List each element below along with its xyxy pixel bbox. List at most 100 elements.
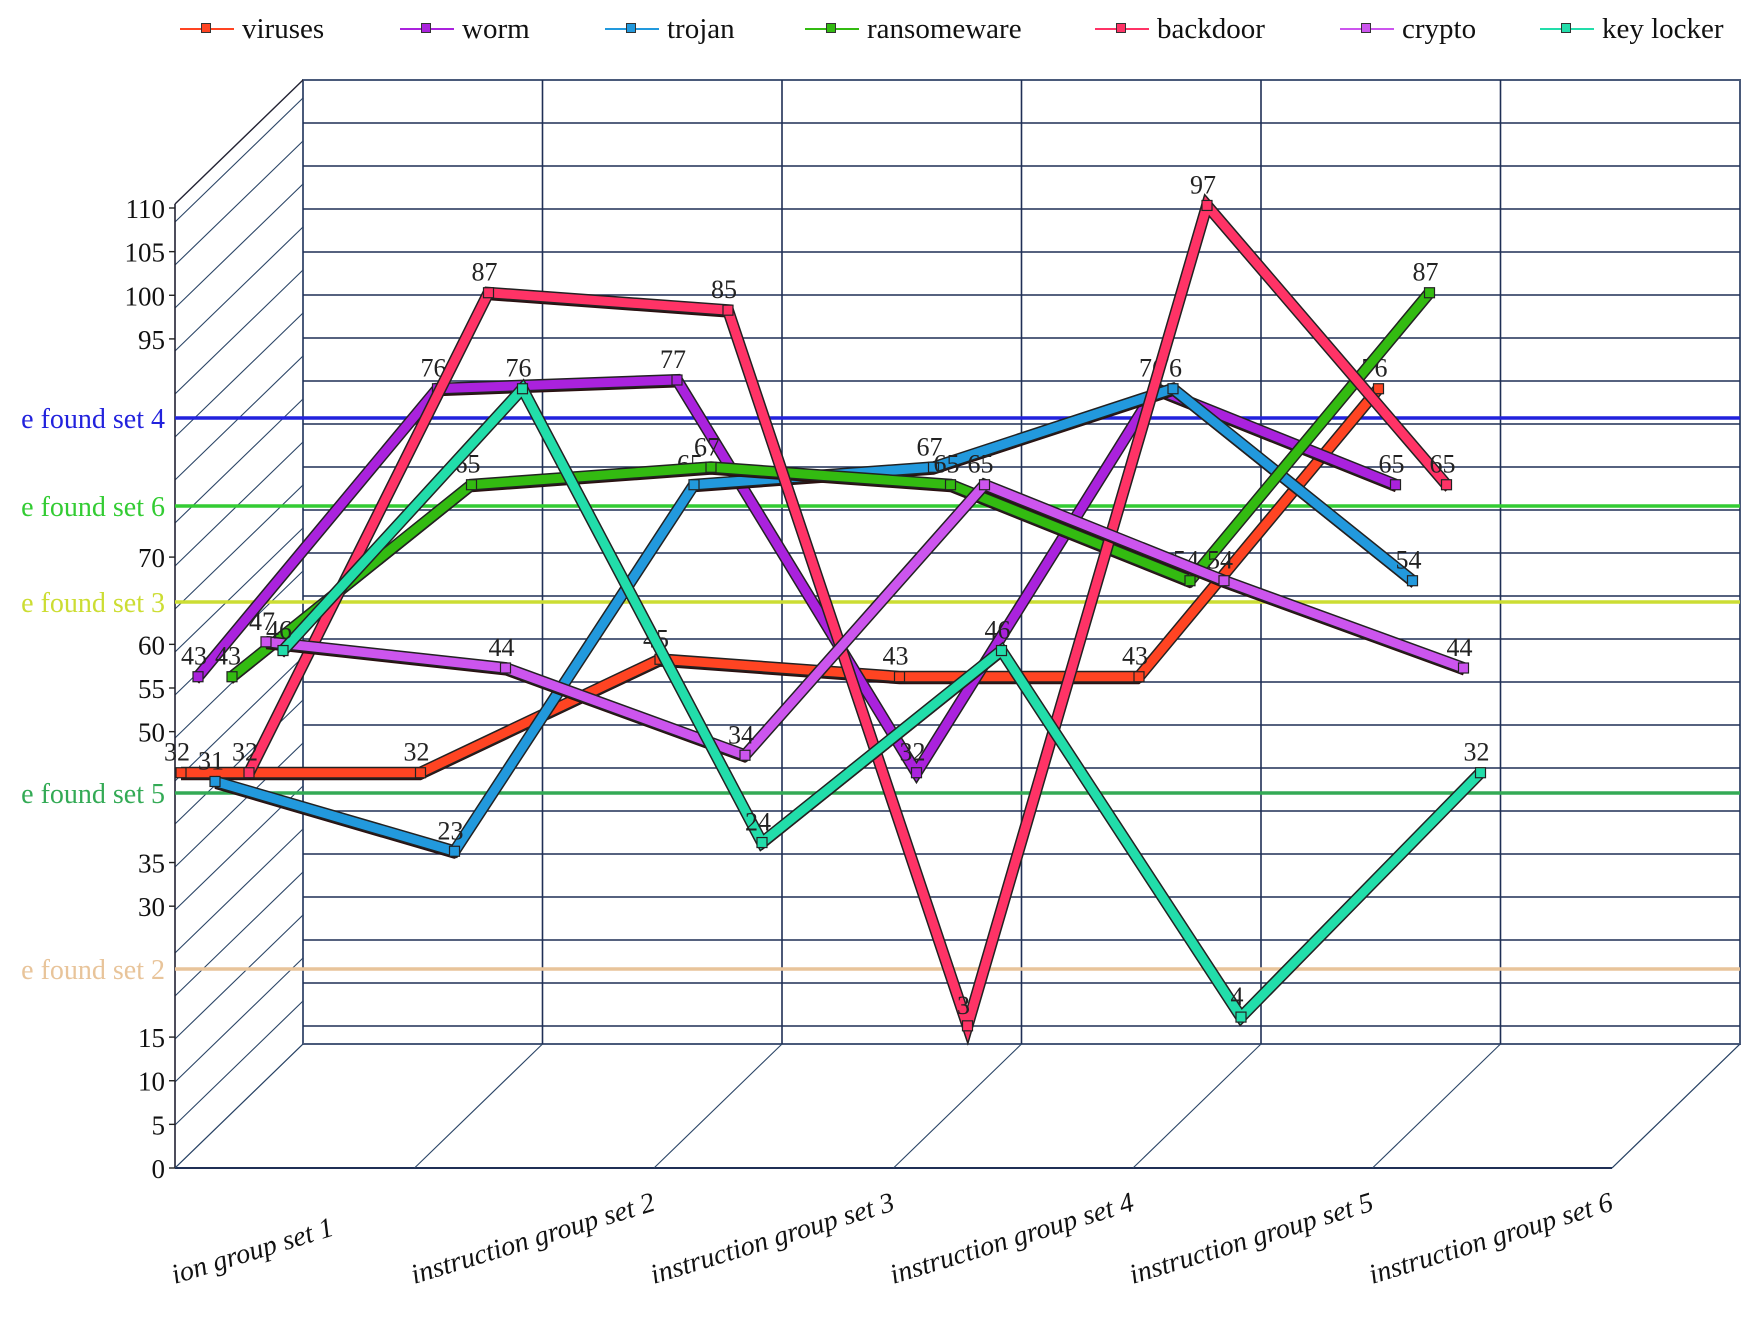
series-backdoor: 32 87 85 3 97 65 [232,170,1456,1046]
legend-swatch [400,19,454,39]
data-label: 46 [266,616,292,645]
series-line [181,385,1382,778]
legend-label: viruses [242,12,325,45]
series-crypto: 47 44 34 65 54 44 [249,450,1473,763]
y-tick-label: 110 [126,194,166,224]
legend-swatch [605,19,659,39]
y-tick-label: 50 [138,718,165,748]
data-point [243,767,255,779]
y-tick-label: 0 [152,1154,166,1184]
y-tick-label: 100 [125,281,166,311]
y-tick-label: 60 [138,630,165,660]
legend-label: worm [462,12,530,45]
series-line [229,289,1433,681]
data-label: 67 [694,432,720,461]
data-point [192,671,204,683]
data-point [499,662,512,674]
data-label: 31 [198,746,224,775]
data-point [944,479,957,491]
data-point [978,479,991,491]
x-axis: ion group set 1 instruction group set 2in… [168,1187,1617,1291]
x-tick-label: instruction group set 6 [1365,1187,1616,1291]
data-point [688,479,700,491]
data-point [1184,575,1196,587]
x-tick-label: instruction group set 5 [1126,1187,1377,1291]
series-line [244,196,1450,1041]
legend-label: key locker [1602,12,1724,45]
legend-item: backdoor [1095,6,1265,52]
data-point [226,671,238,683]
legend-label: ransomeware [867,12,1022,45]
legend-swatch [180,19,234,39]
y-tick-label: 35 [138,849,165,879]
data-label: 23 [438,816,464,845]
data-label: 3 [957,991,970,1020]
data-point [995,644,1008,657]
legend-label: trojan [667,12,735,45]
legend-item: key locker [1540,6,1724,52]
legend-swatch [805,19,859,39]
data-label: 54 [1207,546,1233,575]
data-label: 44 [1447,633,1473,662]
data-label: 85 [711,275,737,304]
data-label: 4 [1231,982,1244,1011]
legend-swatch [1095,19,1149,39]
legend: viruses worm trojan ransomeware backdoor cryp… [0,6,1750,52]
y-tick-label: 10 [138,1067,165,1097]
reference-line-label: e found set 6 [21,492,165,523]
data-point [1218,575,1230,587]
reference-line-label: e found set 4 [21,404,165,435]
data-point [516,383,529,395]
data-point [1133,671,1145,683]
data-point [927,461,940,473]
data-point [260,636,272,648]
data-label: 43 [883,642,909,671]
data-point [1406,575,1419,587]
data-label: 65 [934,450,960,479]
data-point [1201,199,1213,212]
data-point [1235,1011,1247,1023]
legend-item: crypto [1340,6,1476,52]
series-line-outline [243,193,1452,1046]
data-point [448,845,461,857]
data-point [671,374,683,386]
data-label: 32 [900,738,926,767]
legend-swatch [1340,19,1394,39]
x-tick-label: instruction group set 4 [886,1187,1137,1291]
series-line-outline [213,382,1417,859]
data-point [175,767,187,779]
data-label: 76 [506,354,532,383]
data-point [705,461,717,473]
legend-label: crypto [1402,12,1477,45]
data-point [1474,767,1487,779]
data-point [1457,662,1470,674]
data-point [961,1020,974,1032]
legend-item: trojan [605,6,735,52]
reference-line-label: e found set 2 [21,955,165,986]
data-point [910,767,923,779]
series-line [279,380,1484,1025]
y-tick-label: 105 [125,238,166,268]
data-point [893,671,906,683]
data-point [1372,383,1385,395]
legend-item: viruses [180,6,324,52]
data-label: 65 [968,450,994,479]
y-axis: 0 5 10 15 30 35 50 55 60 70 95 100 105 110 [125,194,175,1184]
data-label: 54 [1396,546,1422,575]
y-tick-label: 95 [138,325,165,355]
data-label: 87 [472,258,498,287]
legend-swatch [1540,19,1594,39]
data-point [739,749,751,761]
data-label: 43 [215,642,241,671]
data-point [465,479,478,491]
x-tick-label: instruction group set 2 [407,1187,658,1291]
reference-line-label: e found set 5 [21,779,165,810]
series-line [213,383,1416,857]
data-label: 97 [1190,170,1216,199]
data-label: 43 [1122,642,1148,671]
y-tick-label: 30 [138,892,165,922]
series-key-locker: 46 76 24 46 4 32 [266,354,1490,1027]
data-label: 67 [917,432,943,461]
